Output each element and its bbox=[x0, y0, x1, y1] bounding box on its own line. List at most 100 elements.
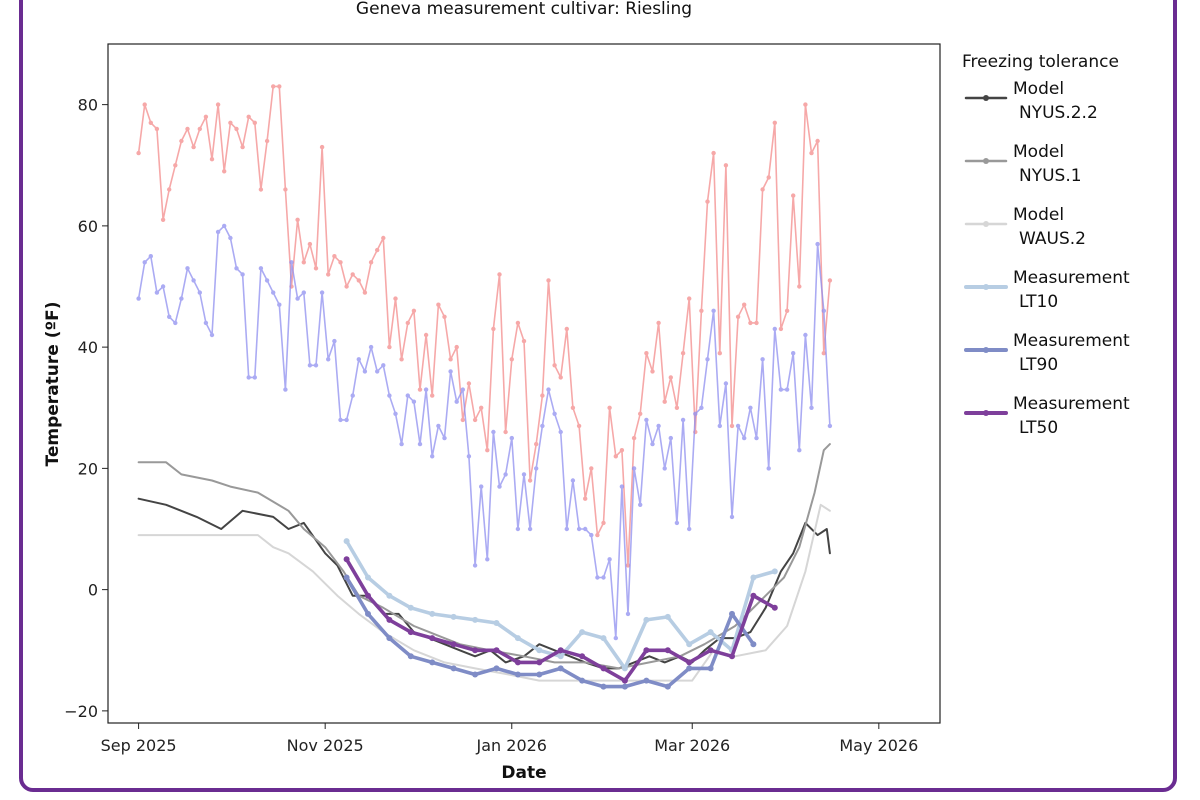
data-point bbox=[552, 363, 557, 368]
data-point bbox=[631, 466, 637, 471]
data-point bbox=[621, 665, 628, 672]
legend-marker bbox=[983, 221, 989, 227]
data-point bbox=[827, 423, 833, 429]
data-point bbox=[271, 290, 276, 295]
data-point bbox=[750, 592, 757, 599]
data-point bbox=[246, 375, 251, 380]
data-point bbox=[167, 314, 172, 319]
x-axis: Sep 2025 Nov 2025 Jan 2026 Mar 2026 May 2026 bbox=[101, 723, 918, 755]
data-point bbox=[589, 466, 594, 471]
data-point bbox=[600, 635, 607, 642]
data-point bbox=[621, 677, 628, 684]
data-point bbox=[179, 296, 184, 301]
data-point bbox=[664, 647, 671, 654]
data-point bbox=[664, 613, 671, 620]
data-point bbox=[557, 665, 564, 672]
data-point bbox=[222, 223, 227, 229]
data-point bbox=[514, 671, 521, 678]
data-point bbox=[536, 659, 543, 666]
legend-entry-lt10: Measurement LT10 bbox=[964, 268, 1130, 312]
data-point bbox=[343, 556, 350, 563]
legend-label-line1: Model bbox=[1013, 142, 1064, 162]
data-point bbox=[797, 284, 802, 289]
data-point bbox=[491, 429, 496, 435]
data-point bbox=[607, 557, 612, 562]
data-point bbox=[643, 647, 650, 654]
data-point bbox=[707, 647, 714, 654]
data-point bbox=[662, 466, 667, 471]
data-point bbox=[766, 466, 771, 471]
data-point bbox=[760, 357, 765, 362]
data-point bbox=[222, 169, 227, 174]
legend-entry-lt90: Measurement LT90 bbox=[964, 331, 1130, 375]
data-point bbox=[338, 417, 343, 423]
series-layer bbox=[136, 84, 833, 690]
data-point bbox=[399, 357, 404, 362]
data-point bbox=[442, 435, 447, 441]
y-tick-label: 0 bbox=[88, 581, 98, 600]
data-point bbox=[407, 653, 414, 660]
data-point bbox=[576, 423, 582, 429]
data-point bbox=[215, 229, 221, 235]
data-point bbox=[583, 496, 588, 501]
legend-entry-lt50: Measurement LT50 bbox=[964, 394, 1130, 438]
data-point bbox=[343, 538, 350, 545]
data-point bbox=[668, 435, 673, 441]
data-point bbox=[735, 314, 741, 319]
data-point bbox=[313, 363, 319, 368]
data-point bbox=[491, 326, 496, 332]
data-point bbox=[558, 429, 563, 435]
data-point bbox=[546, 278, 551, 283]
data-point bbox=[711, 308, 716, 313]
data-point bbox=[191, 278, 196, 283]
data-point bbox=[344, 417, 349, 423]
chart-title: Geneva measurement cultivar: Riesling bbox=[356, 0, 692, 19]
data-point bbox=[332, 338, 337, 344]
legend-label-line1: Measurement bbox=[1013, 394, 1130, 414]
data-point bbox=[784, 387, 790, 392]
data-point bbox=[301, 290, 306, 295]
data-point bbox=[283, 387, 288, 392]
data-point bbox=[595, 575, 600, 580]
data-point bbox=[619, 484, 625, 489]
data-point bbox=[503, 429, 508, 435]
legend-marker bbox=[983, 410, 989, 416]
data-point bbox=[579, 677, 586, 684]
data-point bbox=[607, 405, 612, 410]
data-point bbox=[136, 296, 141, 301]
data-point bbox=[729, 423, 735, 429]
data-point bbox=[772, 120, 777, 126]
data-point bbox=[771, 604, 778, 611]
data-point bbox=[460, 387, 465, 392]
data-point bbox=[313, 266, 319, 271]
series-lt90 bbox=[343, 574, 757, 690]
legend-entry-nyus-1: Model NYUS.1 bbox=[964, 142, 1082, 186]
data-point bbox=[621, 683, 628, 690]
data-point bbox=[601, 575, 606, 580]
data-point bbox=[497, 272, 502, 277]
data-point bbox=[386, 592, 393, 599]
data-point bbox=[686, 665, 693, 672]
data-point bbox=[686, 659, 693, 666]
data-point bbox=[264, 278, 270, 283]
data-point bbox=[664, 683, 671, 690]
data-point bbox=[778, 326, 784, 332]
series-lt50 bbox=[343, 556, 778, 684]
data-point bbox=[674, 405, 680, 410]
data-point bbox=[748, 320, 753, 326]
data-point bbox=[536, 671, 543, 678]
data-point bbox=[343, 574, 350, 581]
data-point bbox=[705, 199, 710, 204]
legend-label-line2: LT50 bbox=[1019, 418, 1058, 438]
data-point bbox=[803, 102, 808, 107]
data-point bbox=[707, 629, 714, 636]
data-point bbox=[295, 217, 300, 222]
plot-area bbox=[107, 43, 941, 724]
legend-label-line1: Model bbox=[1013, 79, 1064, 99]
data-point bbox=[595, 532, 600, 538]
data-point bbox=[527, 478, 533, 483]
data-point bbox=[246, 114, 251, 120]
data-point bbox=[514, 659, 521, 666]
data-point bbox=[160, 217, 166, 222]
